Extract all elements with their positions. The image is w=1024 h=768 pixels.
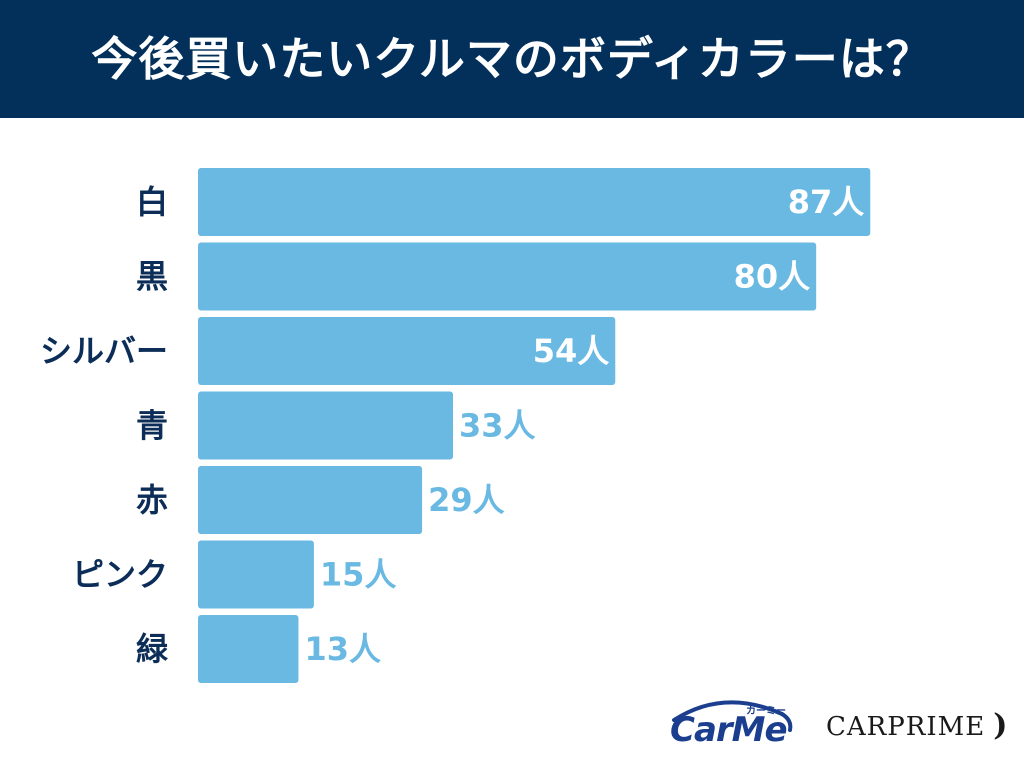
carprime-wordmark: CARPRIME (826, 712, 986, 742)
category-label: 白 (136, 183, 168, 221)
category-label: 黒 (136, 258, 168, 296)
page-title: 今後買いたいクルマのボディカラーは？ (91, 32, 933, 86)
bar-6 (198, 615, 299, 683)
bar-4 (198, 466, 423, 534)
carme-wordmark: CarMe (670, 710, 788, 750)
carme-logo: カーミー CarMe (664, 690, 804, 756)
value-label: 15人 (320, 556, 397, 594)
carprime-mark: ) (993, 708, 1009, 743)
value-label: 33人 (459, 407, 536, 445)
carprime-logo: CARPRIME) (826, 706, 1008, 746)
category-label: 青 (136, 407, 168, 445)
value-label: 13人 (304, 630, 381, 668)
bar-1 (198, 242, 817, 311)
bar-3 (198, 391, 453, 460)
value-label: 87人 (788, 183, 865, 221)
title-banner: 今後買いたいクルマのボディカラーは？ (0, 0, 1024, 118)
category-label: ピンク (72, 556, 168, 594)
category-label: 緑 (136, 630, 169, 668)
carme-car-arc-icon (672, 700, 793, 732)
value-label: 54人 (533, 332, 610, 370)
bar-5 (198, 540, 314, 609)
bar-2 (198, 317, 616, 385)
bar-0 (198, 168, 871, 236)
value-label: 80人 (734, 258, 811, 296)
category-label: 赤 (136, 481, 168, 519)
carme-kana: カーミー (746, 706, 786, 717)
value-label: 29人 (428, 481, 505, 519)
category-label: シルバー (40, 332, 168, 370)
